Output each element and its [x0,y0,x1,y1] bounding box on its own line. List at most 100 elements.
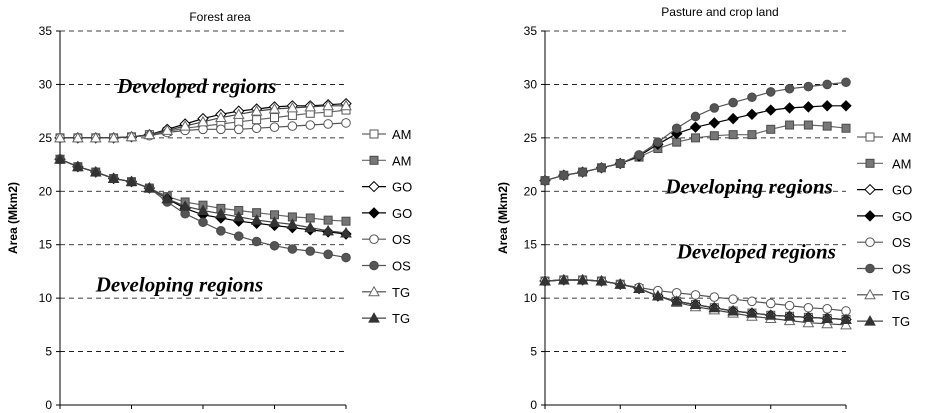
data-point [783,310,796,321]
data-point [784,83,795,94]
data-point [305,120,316,130]
x-tick-label: 2050 [833,411,860,413]
x-tick-label: 1970 [532,411,559,413]
data-point [727,112,739,125]
data-point [322,224,334,236]
data-point [72,160,84,172]
data-point [783,102,796,114]
data-point [287,121,298,131]
legend-entry: TG [362,285,410,300]
data-point [822,79,832,90]
data-point [672,137,682,147]
legend-marker [864,183,876,196]
data-point [250,214,263,225]
annotation: Developed regions [676,240,836,264]
data-point [690,290,701,300]
data-point [232,108,245,119]
legend-entry: TG [857,288,910,303]
data-point [709,131,719,141]
data-point [287,244,298,254]
data-point [728,294,738,305]
x-tick-label: 2010 [682,411,709,413]
chart-0: Forest area 0 5 10 15 20 25 30 35 1970 1990 2010 203… [6,10,412,413]
legend-marker [369,234,379,244]
chart-1: Pasture and crop land 0 5 10 15 20 25 30 35 1970 1… [496,5,912,413]
series-os [540,77,851,186]
legend-entry: TG [857,314,910,329]
data-point [250,105,263,116]
y-tick-label: 0 [530,398,537,412]
data-point [747,92,757,103]
legend-label: GO [892,209,912,224]
data-point [251,123,262,134]
series-line [544,124,847,182]
data-point [766,124,776,134]
data-point [340,99,352,111]
legend-marker [369,155,379,165]
series-tg [54,99,352,143]
data-point [821,317,834,329]
y-tick-label: 20 [39,184,53,198]
data-point [269,240,280,251]
data-point [784,300,795,311]
legend-label: AM [892,130,912,145]
data-point [821,312,834,323]
data-point [197,115,209,127]
data-point [822,304,832,314]
data-point [341,216,351,226]
y-tick-label: 5 [530,345,537,359]
data-point [268,216,281,227]
data-point [557,273,570,285]
data-point [765,104,777,116]
data-point [304,100,317,112]
series-tg [539,273,852,325]
data-point [670,295,683,306]
data-point [270,113,279,123]
data-point [232,210,245,222]
data-point [727,304,739,316]
legend-label: OS [892,262,911,277]
data-point [785,120,795,130]
series-tg [54,153,352,238]
legend-label: AM [392,127,412,142]
data-point [746,108,758,121]
y-tick-label: 30 [39,77,53,91]
data-point [341,118,351,128]
legend-label: GO [892,183,912,198]
annotation: Developed regions [116,74,276,98]
data-point [576,273,589,285]
data-point [840,318,852,330]
data-point [634,150,644,160]
legend-entry: GO [857,209,912,224]
data-point [764,309,777,320]
data-point [652,289,664,301]
data-point [54,153,66,164]
data-point [287,110,297,120]
data-point [252,115,262,125]
y-axis-label: Area (Mkm2) [496,182,510,254]
legend-entry: AM [857,156,912,171]
data-point [179,120,191,131]
legend-marker [864,315,876,326]
x-tick-label: 2030 [261,411,288,413]
legend-entry: TG [362,311,410,326]
data-point [143,182,156,193]
legend-marker [865,158,875,168]
legend-entry: GO [857,183,912,198]
y-tick-label: 25 [524,131,538,145]
legend-label: GO [392,206,412,221]
chart-title: Pasture and crop land [661,5,778,19]
data-point [765,87,776,97]
legend-entry: AM [857,130,912,145]
data-point [216,124,226,135]
data-point [215,207,227,219]
data-point [690,111,701,122]
y-tick-label: 35 [524,24,538,38]
data-point [708,301,721,313]
data-point [689,298,702,310]
data-point [840,100,852,112]
data-point [322,99,334,111]
legend-label: OS [892,235,911,250]
legend-marker [865,132,875,142]
